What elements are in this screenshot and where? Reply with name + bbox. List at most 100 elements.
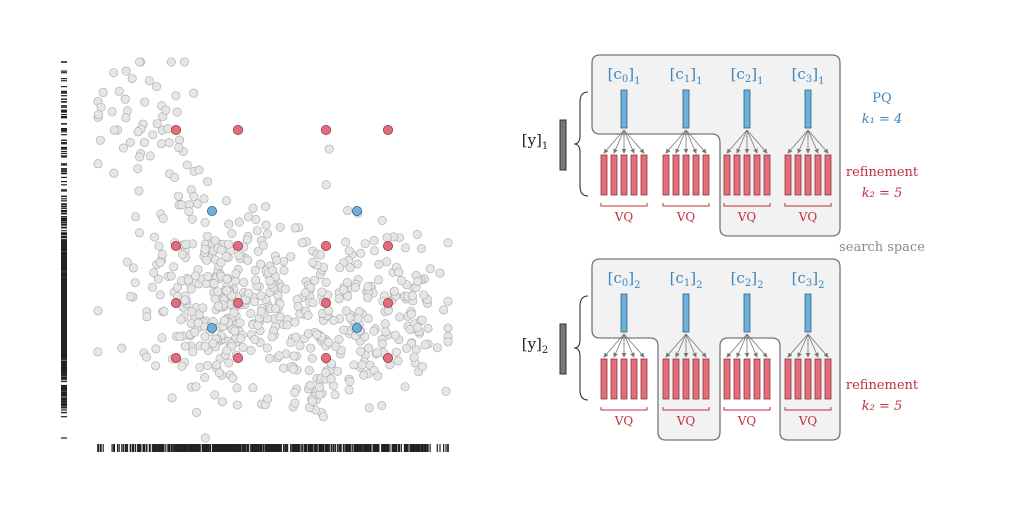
data-point	[176, 315, 186, 325]
refinement-arrow	[603, 333, 625, 358]
data-point	[117, 343, 127, 353]
data-point	[191, 271, 201, 281]
data-point	[244, 288, 254, 298]
vq-label: VQ	[676, 414, 696, 428]
data-point	[180, 295, 190, 305]
data-point	[169, 262, 179, 272]
data-point	[289, 351, 299, 361]
vq-bracket	[662, 203, 710, 207]
pq-codeword-bar	[682, 89, 690, 129]
pq-k1-label: k₁ = 4	[862, 112, 903, 127]
data-point	[171, 91, 181, 101]
data-point	[250, 335, 260, 345]
data-point	[324, 144, 334, 154]
data-point	[144, 76, 154, 86]
vq-label: VQ	[737, 210, 757, 224]
data-point	[343, 291, 353, 301]
refinement-codeword-bar	[733, 154, 741, 196]
data-point	[242, 235, 252, 245]
centroid-label: [c3]2	[792, 269, 825, 291]
data-point	[261, 220, 271, 230]
data-point	[232, 400, 242, 410]
refinement-codeword-bar	[784, 154, 792, 196]
data-point	[214, 301, 224, 311]
data-point	[234, 217, 244, 227]
data-point	[93, 347, 103, 357]
data-point	[181, 239, 191, 249]
refinement-codeword-bar	[682, 358, 690, 400]
refinement-codeword-bar	[702, 154, 710, 196]
refinement-arrow	[807, 129, 829, 154]
data-point	[293, 301, 303, 311]
data-point	[221, 196, 231, 206]
refinement-codeword-bar	[723, 358, 731, 400]
refinement-codeword-bar	[753, 358, 761, 400]
data-point	[130, 278, 140, 288]
data-point	[236, 333, 246, 343]
data-point	[263, 394, 273, 404]
refinement-centroid	[170, 297, 181, 308]
data-point	[262, 343, 272, 353]
data-point	[318, 412, 328, 422]
data-point	[202, 231, 212, 241]
data-point	[191, 382, 201, 392]
data-point	[275, 222, 285, 232]
refinement-centroids	[170, 125, 393, 363]
data-point	[419, 290, 429, 300]
data-point	[133, 127, 143, 137]
data-point	[157, 333, 167, 343]
data-point	[150, 232, 160, 242]
refinement-centroid	[320, 352, 331, 363]
data-point	[369, 246, 379, 256]
data-point	[401, 343, 411, 353]
refinement-centroid	[170, 240, 181, 251]
data-point	[279, 363, 289, 373]
refinement-arrow	[623, 333, 635, 358]
data-point	[380, 319, 390, 329]
data-point	[253, 246, 263, 256]
data-point	[373, 371, 383, 381]
data-point	[417, 362, 427, 372]
data-point	[300, 288, 310, 298]
data-point	[246, 345, 256, 355]
data-point	[214, 368, 224, 378]
data-point	[391, 347, 401, 357]
data-point	[256, 259, 266, 269]
data-point	[212, 360, 222, 370]
refinement-codeword-bar	[610, 358, 618, 400]
data-point	[338, 285, 348, 295]
pq-centroid	[206, 205, 217, 216]
data-point	[188, 347, 198, 357]
refinement-centroid	[382, 352, 393, 363]
refinement-codeword-bar	[600, 154, 608, 196]
data-point	[417, 315, 427, 325]
data-point	[256, 291, 266, 301]
data-point	[321, 368, 331, 378]
data-point	[222, 286, 232, 296]
data-point	[158, 213, 168, 223]
refinement-arrow	[623, 333, 645, 358]
refinement-codeword-bar	[763, 358, 771, 400]
refinement-codeword-bar	[824, 154, 832, 196]
refinement-centroid	[232, 352, 243, 363]
vq-label: VQ	[614, 414, 634, 428]
data-point	[400, 382, 410, 392]
data-point	[282, 320, 292, 330]
refinement-arrow	[746, 333, 768, 358]
data-point	[248, 383, 258, 393]
data-point	[341, 306, 351, 316]
vector-bar	[559, 119, 567, 171]
data-point	[326, 359, 336, 369]
data-point	[125, 291, 135, 301]
refinement-arrow	[746, 129, 768, 154]
refinement-label-1: refinement	[846, 165, 919, 180]
refinement-arrow	[685, 129, 697, 154]
refinement-arrow	[787, 129, 809, 154]
data-point	[190, 327, 200, 337]
vq-label: VQ	[737, 414, 757, 428]
data-point	[286, 252, 296, 262]
data-point	[369, 326, 379, 336]
data-point	[393, 356, 403, 366]
data-point	[170, 172, 180, 182]
brace	[573, 295, 589, 401]
